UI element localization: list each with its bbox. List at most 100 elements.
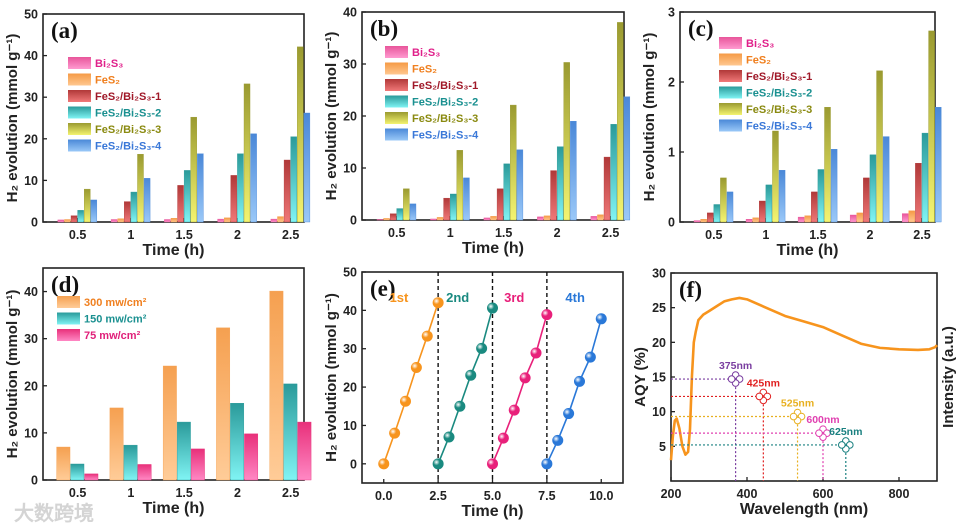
bar (123, 444, 138, 481)
data-point (541, 309, 553, 321)
bar (752, 217, 759, 223)
bar (563, 62, 570, 221)
intensity-curve (669, 296, 938, 461)
y-axis-label: H₂ evolution (mmol g⁻¹) (641, 33, 658, 202)
y-tick-label: 0 (668, 216, 675, 230)
panel-label: (f) (679, 277, 702, 302)
bar (277, 216, 284, 223)
data-point (487, 458, 498, 470)
bar (856, 212, 863, 223)
y-tick-label: 50 (24, 8, 38, 22)
data-point (410, 362, 422, 374)
x-tick-label: 2.5 (913, 228, 930, 242)
bar (597, 214, 604, 221)
bar (726, 191, 734, 223)
data-point (541, 458, 553, 470)
panel-label: (b) (370, 16, 398, 41)
bar (164, 219, 171, 223)
x-tick-label: 1.5 (495, 226, 512, 240)
bar (463, 177, 470, 221)
bar (617, 22, 624, 221)
bar (720, 177, 727, 223)
aqy-marker-icon (727, 371, 744, 387)
bar (190, 116, 197, 223)
x-tick-label: 2 (554, 226, 561, 240)
bar (250, 133, 257, 223)
y-tick-label: 1 (668, 146, 675, 160)
panel-a: 0 10 20 30 40 50 (a) H₂ evolution (mmol g⁻¹) Tim… (4, 8, 311, 259)
bar (863, 177, 870, 223)
data-point (519, 372, 531, 384)
legend-label: FeS₂/Bi₂S₃-1 (746, 71, 812, 83)
y-tick-label: 20 (24, 132, 38, 146)
bar (243, 83, 251, 223)
y-tick-label: 40 (24, 49, 38, 63)
y-tick-label: 10 (343, 162, 357, 176)
bar (510, 104, 517, 221)
x-tick-label: 7.5 (538, 489, 555, 503)
panel-b: 0 10 20 30 40 (b) H₂ evolution (mmol g⁻¹) Time … (323, 6, 631, 257)
bar (64, 219, 71, 223)
y-tick-label: 30 (24, 91, 38, 105)
bar (216, 327, 231, 481)
legend-swatch (68, 90, 91, 102)
data-point (563, 408, 575, 420)
x-tick-label: 1.5 (175, 228, 192, 242)
bar (456, 150, 464, 221)
legend-swatch (719, 53, 742, 66)
y-tick-label: 30 (652, 267, 666, 281)
bar (110, 219, 118, 223)
y-tick-label: 25 (652, 301, 666, 315)
aqy-marker-icon (838, 437, 854, 453)
bar (70, 215, 78, 223)
x-tick-label: 200 (661, 487, 682, 501)
legend-swatch (68, 57, 91, 69)
data-point (574, 375, 585, 387)
bar (610, 124, 617, 221)
bar (443, 197, 450, 221)
panel-label: (a) (51, 18, 78, 43)
legend-swatch (68, 106, 91, 119)
x-tick-label: 0.5 (69, 228, 86, 242)
bar (77, 210, 84, 223)
bar (230, 403, 245, 481)
bar (143, 178, 151, 223)
data-point (508, 404, 520, 416)
x-tick-label: 1 (447, 226, 454, 240)
bar (516, 149, 524, 221)
marker-petal (815, 429, 823, 437)
bar (849, 214, 857, 223)
x-tick-label: 2 (234, 228, 241, 242)
bar (84, 188, 91, 223)
bar (430, 218, 437, 221)
legend-swatch (719, 86, 742, 99)
y-tick-label: 40 (24, 285, 38, 299)
legend-label: FeS₂/Bi₂S₃-4 (95, 141, 162, 153)
bar (496, 188, 504, 221)
legend-label: Bi₂S₃ (95, 58, 123, 70)
bar (908, 210, 915, 223)
legend-swatch (385, 128, 408, 141)
bar (117, 218, 124, 223)
bar (137, 153, 144, 223)
bar (824, 106, 831, 223)
bar (269, 290, 284, 481)
cycle-label: 4th (565, 290, 585, 305)
bar (130, 191, 138, 223)
cycle-label: 1st (390, 290, 409, 305)
data-point (443, 431, 455, 443)
y-tick-label: 15 (652, 371, 666, 385)
legend-swatch (719, 70, 742, 82)
bar (224, 217, 231, 223)
bar (409, 203, 417, 221)
legend-label: FeS₂ (412, 64, 437, 76)
x-tick-label: 1 (127, 228, 134, 242)
bar (303, 112, 311, 223)
x-tick-label: 1.5 (809, 228, 826, 242)
bar (90, 199, 98, 223)
bar (921, 132, 929, 223)
aqy-wavelength-label: 600nm (806, 414, 839, 426)
aqy-marker-icon (789, 408, 806, 425)
bar (745, 218, 753, 223)
aqy-wavelength-label: 525nm (781, 398, 814, 410)
